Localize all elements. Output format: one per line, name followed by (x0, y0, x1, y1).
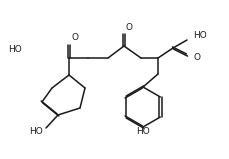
Text: HO: HO (8, 45, 22, 55)
Text: O: O (71, 34, 79, 42)
Text: O: O (193, 52, 200, 62)
Text: HO: HO (193, 31, 207, 41)
Text: HO: HO (136, 127, 150, 135)
Text: O: O (125, 24, 133, 32)
Text: HO: HO (29, 128, 43, 136)
